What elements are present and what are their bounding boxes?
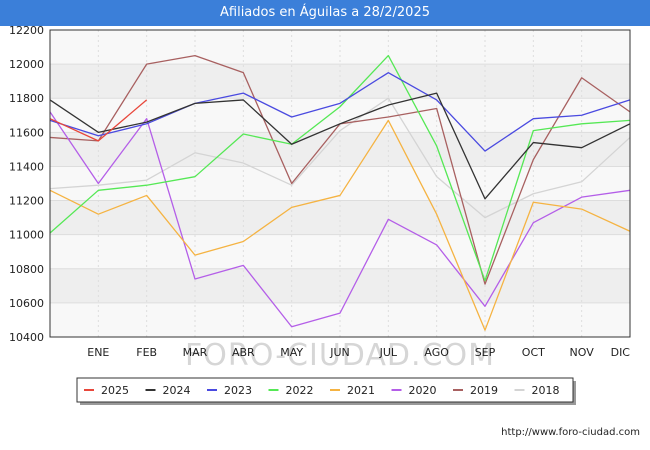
x-tick-label: FEB — [136, 346, 157, 359]
chart-title: Afiliados en Águilas a 28/2/2025 — [0, 0, 650, 26]
legend-label-2021: 2021 — [347, 384, 375, 397]
source-url[interactable]: http://www.foro-ciudad.com — [501, 427, 640, 438]
series-line-2021 — [49, 119, 631, 331]
legend-label-2018: 2018 — [532, 384, 560, 397]
y-tick-label: 10600 — [9, 297, 44, 310]
watermark: FORO-CIUDAD.COM — [185, 338, 495, 373]
series-line-2023 — [49, 71, 631, 152]
legend-label-2024: 2024 — [163, 384, 191, 397]
y-tick-label: 10800 — [9, 263, 44, 276]
x-tick-label: AGO — [424, 346, 449, 359]
x-tick-label: MAR — [183, 346, 208, 359]
y-tick-label: 11200 — [9, 195, 44, 208]
y-tick-label: 12000 — [9, 58, 44, 71]
series-line-2020 — [49, 111, 631, 328]
y-tick-label: 11400 — [9, 160, 44, 173]
x-tick-label: JUN — [329, 346, 350, 359]
series-line-2024 — [49, 92, 631, 200]
x-tick-label: MAY — [280, 346, 303, 359]
y-tick-label: 11600 — [9, 126, 44, 139]
y-tick-label: 10400 — [9, 331, 44, 344]
x-tick-label: JUL — [379, 346, 398, 359]
legend-label-2022: 2022 — [286, 384, 314, 397]
legend-label-2025: 2025 — [101, 384, 129, 397]
y-tick-label: 12200 — [9, 24, 44, 37]
legend-label-2020: 2020 — [409, 384, 437, 397]
x-tick-label: ABR — [232, 346, 255, 359]
x-tick-label: ENE — [87, 346, 109, 359]
series-line-2022 — [49, 54, 631, 282]
x-tick-label: DIC — [611, 346, 631, 359]
plot-border — [49, 29, 631, 338]
legend-box — [76, 377, 574, 403]
series-line-2018 — [49, 97, 631, 219]
x-tick-label: NOV — [570, 346, 595, 359]
legend-label-2023: 2023 — [224, 384, 252, 397]
x-tick-label: OCT — [522, 346, 545, 359]
series-line-2025 — [49, 99, 148, 142]
y-tick-label: 11000 — [9, 229, 44, 242]
x-tick-label: SEP — [475, 346, 496, 359]
legend-label-2019: 2019 — [470, 384, 498, 397]
y-tick-label: 11800 — [9, 92, 44, 105]
